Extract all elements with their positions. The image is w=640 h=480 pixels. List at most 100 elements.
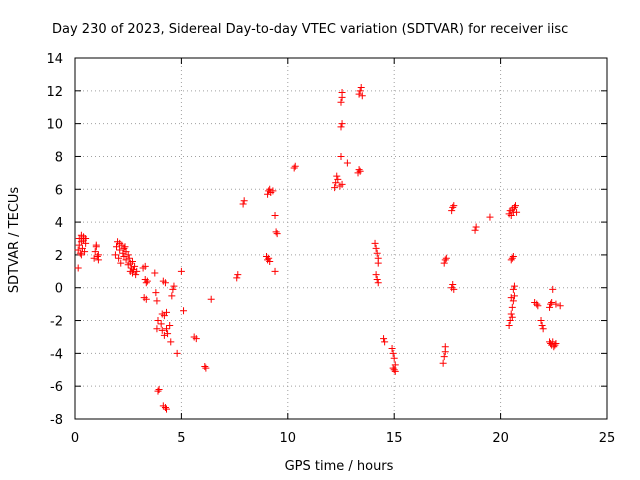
- data-point: [450, 285, 458, 293]
- data-point: [132, 271, 140, 279]
- data-point: [121, 243, 129, 251]
- data-point: [234, 271, 242, 279]
- data-point: [509, 253, 517, 261]
- y-tick-label: -8: [50, 413, 63, 428]
- chart-title: Day 230 of 2023, Sidereal Day-to-day VTE…: [52, 22, 568, 37]
- data-point: [264, 190, 272, 198]
- data-point: [142, 295, 150, 303]
- data-point: [271, 212, 279, 220]
- data-point: [442, 254, 450, 262]
- data-point: [381, 338, 389, 346]
- data-point: [170, 282, 178, 290]
- data-point: [161, 404, 169, 412]
- data-point: [371, 239, 379, 247]
- y-tick-label: 0: [55, 282, 63, 297]
- data-point: [390, 354, 398, 362]
- data-point: [265, 254, 273, 262]
- data-point: [180, 307, 188, 315]
- y-tick-label: -6: [50, 380, 63, 395]
- data-point: [548, 298, 556, 306]
- data-point: [122, 256, 130, 264]
- data-point: [374, 279, 382, 287]
- data-point: [111, 251, 119, 259]
- data-point: [333, 172, 341, 180]
- data-point: [357, 84, 365, 92]
- data-point: [167, 338, 175, 346]
- y-tick-label: 4: [55, 216, 63, 231]
- data-point: [125, 254, 133, 262]
- data-point: [334, 175, 342, 183]
- x-tick-label: 15: [386, 431, 403, 446]
- data-point: [81, 248, 89, 256]
- data-point: [448, 207, 456, 215]
- data-point: [163, 325, 171, 333]
- data-point: [338, 120, 346, 128]
- data-point: [510, 203, 518, 211]
- data-point: [338, 88, 346, 96]
- data-point: [164, 330, 172, 338]
- data-point: [537, 317, 545, 325]
- data-point: [331, 184, 339, 192]
- data-point: [510, 292, 518, 300]
- data-point: [373, 249, 381, 257]
- y-tick-label: -2: [50, 315, 63, 330]
- data-point: [131, 262, 139, 270]
- data-point: [153, 297, 161, 305]
- data-point: [441, 256, 449, 264]
- data-point: [290, 164, 298, 172]
- data-point: [233, 274, 241, 282]
- data-point: [207, 295, 215, 303]
- data-point: [390, 366, 398, 374]
- data-point: [155, 385, 163, 393]
- data-point: [388, 344, 396, 352]
- data-point: [154, 387, 162, 395]
- data-point: [508, 254, 516, 262]
- data-point: [486, 213, 494, 221]
- data-point: [471, 226, 479, 234]
- data-point: [115, 254, 123, 262]
- data-point: [77, 251, 85, 259]
- y-tick-label: 10: [46, 118, 63, 133]
- data-point: [508, 313, 516, 321]
- data-point: [449, 203, 457, 211]
- x-tick-label: 0: [71, 431, 79, 446]
- y-tick-label: 12: [46, 85, 63, 100]
- data-point: [266, 185, 274, 193]
- data-point: [356, 167, 364, 175]
- data-point: [472, 223, 480, 231]
- data-point: [160, 331, 168, 339]
- data-point: [539, 325, 547, 333]
- data-point: [511, 202, 519, 210]
- x-tick-label: 10: [280, 431, 297, 446]
- data-point: [124, 251, 132, 259]
- data-point: [440, 353, 448, 361]
- data-point: [552, 340, 560, 348]
- data-point: [158, 326, 166, 334]
- data-point: [142, 279, 150, 287]
- data-point: [507, 294, 515, 302]
- data-point: [337, 152, 345, 160]
- y-tick-label: 6: [55, 183, 63, 198]
- data-point: [240, 197, 248, 205]
- data-point: [440, 259, 448, 267]
- data-point: [552, 300, 560, 308]
- data-point: [173, 349, 181, 357]
- data-point: [166, 321, 174, 329]
- x-tick-label: 20: [492, 431, 509, 446]
- data-point: [551, 341, 559, 349]
- data-point: [272, 228, 280, 236]
- data-point: [128, 257, 136, 265]
- data-point: [358, 92, 366, 100]
- y-axis-label: SDTVAR / TECUs: [7, 187, 22, 294]
- data-point: [168, 292, 176, 300]
- data-point: [337, 98, 345, 106]
- data-point: [141, 262, 149, 270]
- data-point: [291, 162, 299, 170]
- data-point: [538, 321, 546, 329]
- data-point: [389, 364, 397, 372]
- data-point: [450, 202, 458, 210]
- data-point: [355, 166, 363, 174]
- data-point: [337, 123, 345, 131]
- data-point: [372, 244, 380, 252]
- data-point: [151, 269, 159, 277]
